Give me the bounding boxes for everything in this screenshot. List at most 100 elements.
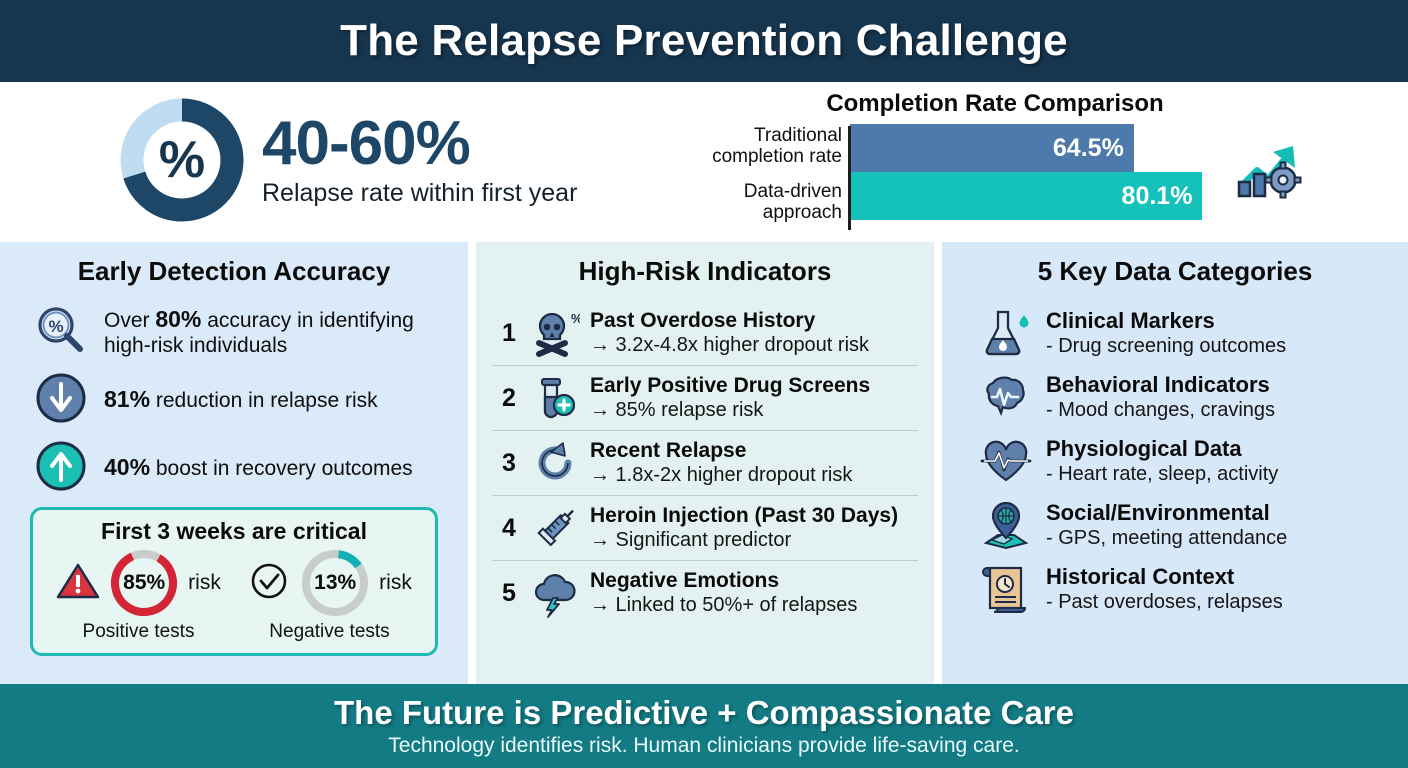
scroll-clock-icon	[980, 563, 1032, 615]
critical-window-box: First 3 weeks are critical	[30, 507, 438, 656]
category-sub: - Past overdoses, relapses	[1046, 590, 1283, 613]
category-sub: - Drug screening outcomes	[1046, 334, 1287, 357]
stat-bold-reduction: 81%	[104, 386, 151, 413]
svg-text:%: %	[571, 311, 580, 326]
up-arrow-circle-icon	[34, 439, 88, 498]
list-item: Behavioral Indicators - Mood changes, cr…	[958, 365, 1392, 429]
caption-positive: Positive tests	[82, 621, 195, 642]
stat-bold-accuracy: 80%	[155, 305, 202, 332]
hero-strip: % 40-60% Relapse rate within first year …	[0, 82, 1408, 242]
category-title: Physiological Data	[1046, 436, 1242, 462]
chart-axis	[848, 126, 851, 230]
stat-row-accuracy: % Over 80% accuracy in identifying high-…	[34, 301, 452, 363]
category-title: Historical Context	[1046, 564, 1235, 590]
risk-value-negative: 13%	[314, 571, 357, 594]
page-title: The Relapse Prevention Challenge	[340, 16, 1068, 65]
bar-label-datadriven: Data-driven approach	[743, 181, 842, 223]
indicator-sub: → 1.8x-2x higher dropout risk	[590, 464, 853, 487]
footer-title: The Future is Predictive + Compassionate…	[334, 694, 1074, 731]
footer-subtitle: Technology identifies risk. Human clinic…	[388, 734, 1020, 757]
panels-region: Early Detection Accuracy % Over 80% accu…	[0, 242, 1408, 684]
caption-negative: Negative tests	[269, 621, 390, 642]
panel-title-data-categories: 5 Key Data Categories	[1037, 256, 1313, 286]
indicator-sub: → 85% relapse risk	[590, 399, 764, 422]
indicator-number: 5	[502, 578, 516, 607]
map-pin-globe-icon	[980, 499, 1032, 551]
critical-item-positive: 85% risk Positive tests	[56, 547, 221, 643]
list-item: Historical Context - Past overdoses, rel…	[958, 557, 1392, 621]
list-item: 4	[492, 495, 918, 560]
donut-svg	[120, 98, 244, 222]
chart-title: Completion Rate Comparison	[826, 90, 1164, 117]
relapse-donut-chart: %	[118, 96, 246, 224]
test-tube-plus-icon	[530, 373, 580, 423]
relapse-rate-value: 40-60%	[262, 108, 471, 178]
check-circle-icon	[247, 560, 291, 607]
category-sub: - Mood changes, cravings	[1046, 398, 1276, 421]
circular-arrow-icon	[530, 438, 580, 488]
list-item: 3 Recent Relapse → 1.8x-2x higher dropou…	[492, 430, 918, 495]
list-item: 2 Early Positive Dru	[492, 365, 918, 430]
indicator-number: 3	[502, 448, 516, 477]
indicator-title: Early Positive Drug Screens	[590, 373, 871, 397]
panel-early-detection: Early Detection Accuracy % Over 80% accu…	[0, 242, 468, 684]
list-item: Clinical Markers - Drug screening outcom…	[958, 301, 1392, 365]
stat-row-boost: 40% boost in recovery outcomes	[34, 437, 452, 499]
heart-pulse-icon	[980, 435, 1032, 487]
brain-pulse-icon	[980, 371, 1032, 423]
footer-banner: The Future is Predictive + Compassionate…	[0, 684, 1408, 768]
bar-value-datadriven: 80.1%	[1121, 181, 1193, 210]
category-title: Clinical Markers	[1046, 308, 1215, 334]
relapse-rate-caption: Relapse rate within first year	[262, 178, 578, 207]
indicator-sub: → Linked to 50%+ of relapses	[590, 594, 858, 617]
stat-post-accuracy: accuracy in identifying high-risk indivi…	[104, 308, 414, 357]
magnifier-percent-icon: %	[34, 303, 88, 362]
category-sub: - GPS, meeting attendance	[1046, 526, 1288, 549]
bar-row-traditional: 64.5%	[850, 124, 1290, 172]
list-item: 5 Negative Emotions → Linked to 50%+ of …	[492, 560, 918, 625]
bar-traditional: 64.5%	[850, 124, 1134, 172]
category-title: Social/Environmental	[1046, 500, 1270, 526]
stat-row-reduction: 81% reduction in relapse risk	[34, 369, 452, 431]
critical-item-negative: 13% risk Negative tests	[247, 547, 412, 643]
list-item: Physiological Data - Heart rate, sleep, …	[958, 429, 1392, 493]
completion-rate-chart: Completion Rate Comparison Traditional c…	[690, 90, 1302, 238]
indicator-sub: → 3.2x-4.8x higher dropout risk	[590, 334, 870, 357]
risk-value-positive: 85%	[123, 571, 166, 594]
bar-label-traditional: Traditional completion rate	[712, 125, 842, 167]
chart-plot-area: Traditional completion rate 64.5% Data-d…	[690, 124, 1290, 230]
storm-cloud-icon	[530, 568, 580, 618]
indicator-number: 2	[502, 383, 516, 412]
percent-symbol: %	[158, 131, 206, 189]
stat-text-reduction: 81% reduction in relapse risk	[104, 386, 378, 414]
list-item: Social/Environmental - GPS, meeting atte…	[958, 493, 1392, 557]
stat-pre-accuracy: Over	[104, 308, 156, 332]
panel-data-categories: 5 Key Data Categories Clinical Markers -…	[942, 242, 1408, 684]
panel-title-early-detection: Early Detection Accuracy	[77, 256, 391, 286]
risk-label-negative: risk	[379, 571, 412, 594]
hero-stat: % 40-60% Relapse rate within first year	[118, 96, 577, 224]
syringe-icon	[530, 503, 580, 553]
growth-chart-gear-icon	[1235, 138, 1305, 205]
risk-ring-negative: 13%	[299, 547, 371, 619]
indicator-title: Recent Relapse	[590, 438, 747, 462]
stat-post-boost: boost in recovery outcomes	[150, 457, 413, 481]
stat-text-boost: 40% boost in recovery outcomes	[104, 454, 413, 482]
indicator-title: Negative Emotions	[590, 568, 780, 592]
risk-label-positive: risk	[188, 571, 221, 594]
panel-high-risk-indicators: High-Risk Indicators 1	[476, 242, 934, 684]
down-arrow-circle-icon	[34, 371, 88, 430]
indicator-number: 4	[502, 513, 516, 542]
indicator-number: 1	[502, 318, 516, 347]
stat-text-accuracy: Over 80% accuracy in identifying high-ri…	[104, 306, 452, 359]
panel-title-high-risk: High-Risk Indicators	[578, 256, 832, 286]
category-title: Behavioral Indicators	[1046, 372, 1270, 398]
bar-value-traditional: 64.5%	[1052, 133, 1124, 162]
stat-post-reduction: reduction in relapse risk	[150, 389, 378, 413]
list-item: 1 %	[492, 301, 918, 365]
indicator-title: Heroin Injection (Past 30 Days)	[590, 503, 899, 527]
header-banner: The Relapse Prevention Challenge	[0, 0, 1408, 82]
critical-window-title: First 3 weeks are critical	[101, 518, 367, 544]
stat-bold-boost: 40%	[104, 454, 151, 481]
